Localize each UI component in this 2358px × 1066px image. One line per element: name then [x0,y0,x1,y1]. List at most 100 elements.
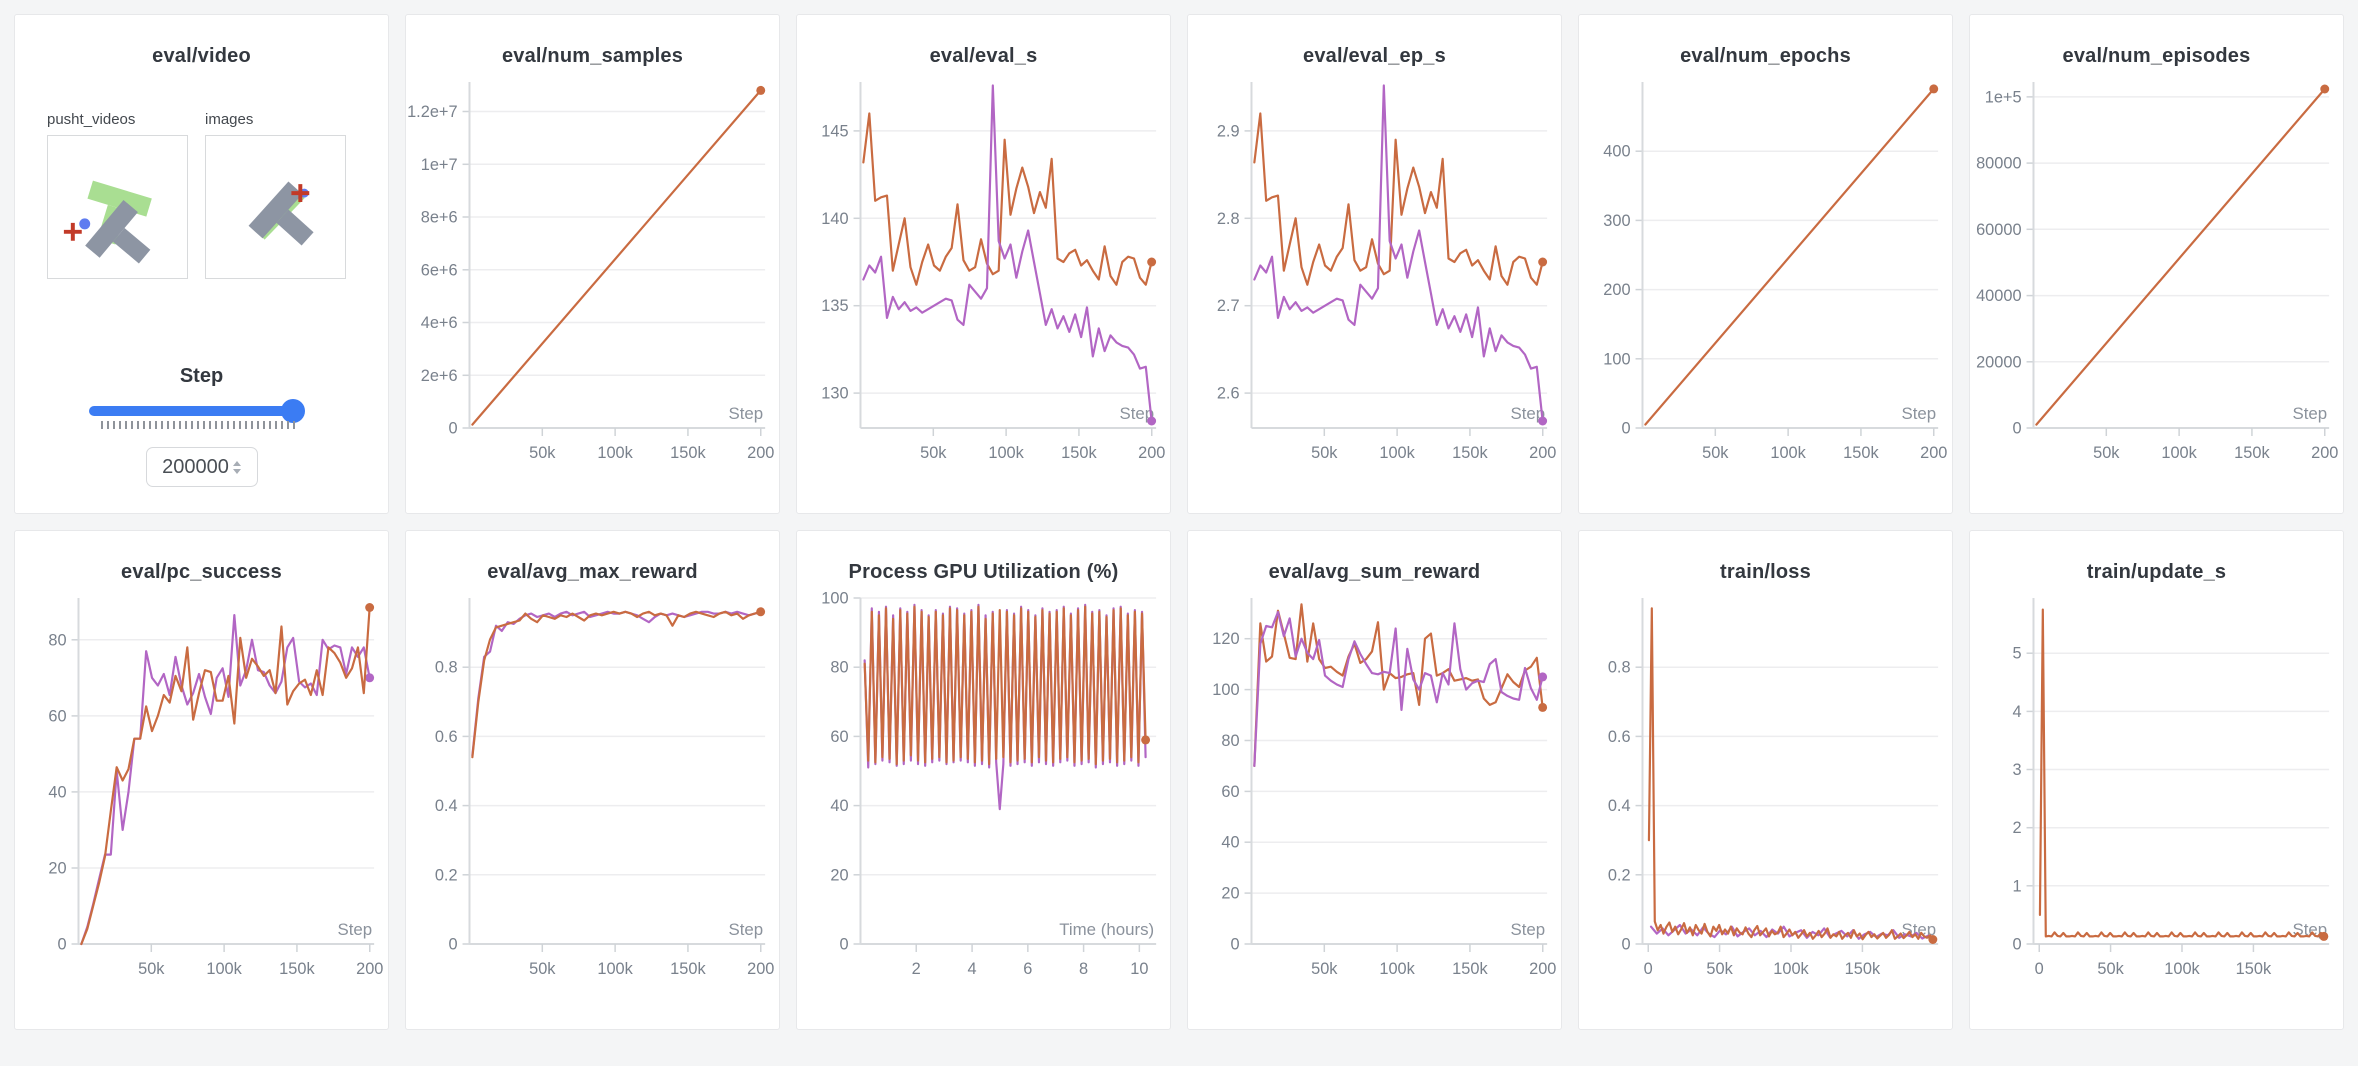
svg-text:20000: 20000 [1976,353,2021,371]
svg-text:0.4: 0.4 [435,797,458,815]
svg-text:2: 2 [2012,819,2021,837]
svg-text:40: 40 [830,797,848,815]
goal-cross-icon [63,222,82,241]
svg-text:Step: Step [337,920,372,939]
svg-text:100: 100 [1603,350,1630,368]
svg-text:100k: 100k [1379,444,1415,462]
step-slider-thumb[interactable] [281,399,305,423]
svg-text:130: 130 [821,385,848,403]
svg-text:150k: 150k [1845,960,1881,978]
stepper-arrows-icon[interactable] [232,460,241,474]
svg-text:10: 10 [1130,960,1148,978]
svg-text:50k: 50k [529,960,556,978]
svg-text:100: 100 [1212,681,1239,699]
svg-text:2.6: 2.6 [1217,385,1240,403]
images-thumbnail[interactable] [205,135,346,279]
chart-eval-avg-sum-reward[interactable]: 0 20 40 60 80 100 120 50k 100k 150k 200 Step [1188,590,1561,998]
svg-text:100k: 100k [2161,444,2197,462]
svg-text:50k: 50k [1311,444,1338,462]
svg-text:Step: Step [728,920,763,939]
chart-eval-num-episodes[interactable]: 0 20000 40000 60000 80000 1e+5 50k 100k 150k 200 S… [1970,74,2343,482]
pusht-image-frame [248,181,314,246]
svg-text:150k: 150k [1452,960,1488,978]
svg-text:1e+7: 1e+7 [421,156,458,174]
svg-text:6: 6 [1023,960,1032,978]
chart-title: train/loss [1720,561,1811,583]
chart-eval-eval-s[interactable]: 130 135 140 145 50k 100k 150k 200 Step [797,74,1170,482]
svg-text:0: 0 [839,935,848,953]
svg-text:2: 2 [912,960,921,978]
svg-text:0: 0 [2035,960,2044,978]
svg-text:50k: 50k [529,444,556,462]
svg-text:150k: 150k [1843,444,1879,462]
svg-text:40: 40 [48,783,66,801]
agent-dot [79,218,91,230]
svg-text:150k: 150k [670,960,706,978]
svg-text:Time (hours): Time (hours) [1059,920,1154,939]
step-slider-ticks [101,421,297,429]
svg-text:0.6: 0.6 [435,728,458,746]
svg-text:50k: 50k [2093,444,2120,462]
svg-text:20: 20 [1221,885,1239,903]
svg-text:80: 80 [830,659,848,677]
svg-text:200: 200 [356,960,383,978]
svg-text:Step: Step [1510,920,1545,939]
pusht-video-thumbnail[interactable] [47,135,188,279]
svg-text:0: 0 [448,419,457,437]
svg-text:150k: 150k [670,444,706,462]
chart-eval-avg-max-reward[interactable]: 0 0.2 0.4 0.6 0.8 50k 100k 150k 200 Step [406,590,779,998]
svg-text:50k: 50k [2097,960,2124,978]
svg-text:400: 400 [1603,143,1630,161]
panel-eval-num-epochs: eval/num_epochs 0 100 200 300 400 50k 100k 150k… [1578,14,1953,514]
svg-text:2e+6: 2e+6 [421,367,458,385]
svg-text:100: 100 [821,590,848,608]
chart-eval-eval-ep-s[interactable]: 2.6 2.7 2.8 2.9 50k 100k 150k 200 Step [1188,74,1561,482]
svg-text:0: 0 [57,935,66,953]
svg-text:40000: 40000 [1976,287,2021,305]
svg-text:200: 200 [2311,444,2338,462]
step-value-input[interactable]: 200000 [145,447,258,487]
svg-text:60: 60 [1221,783,1239,801]
svg-text:4: 4 [968,960,977,978]
svg-text:20: 20 [830,866,848,884]
svg-text:3: 3 [2012,761,2021,779]
svg-text:200: 200 [747,960,774,978]
svg-text:100k: 100k [988,444,1024,462]
chart-eval-pc-success[interactable]: 0 20 40 60 80 50k 100k 150k 200 Step [15,590,388,998]
svg-text:0: 0 [2012,419,2021,437]
svg-text:150k: 150k [279,960,315,978]
chart-eval-num-epochs[interactable]: 0 100 200 300 400 50k 100k 150k 200 Step [1579,74,1952,482]
svg-text:145: 145 [821,122,848,140]
svg-text:40: 40 [1221,834,1239,852]
panel-eval-avg-max-reward: eval/avg_max_reward 0 0.2 0.4 0.6 0.8 50k 100k… [405,530,780,1030]
chart-title: eval/pc_success [121,561,282,583]
media-panel-title: eval/video [152,45,251,67]
svg-text:140: 140 [821,210,848,228]
chart-title: eval/eval_s [929,45,1038,67]
chart-title: Process GPU Utilization (%) [848,561,1119,583]
panel-eval-eval-s: eval/eval_s 130 135 140 145 50k 100k 150k 200 St… [796,14,1171,514]
svg-text:1: 1 [2012,877,2021,895]
panel-eval-eval-ep-s: eval/eval_ep_s 2.6 2.7 2.8 2.9 50k 100k 150k 20… [1187,14,1562,514]
svg-text:135: 135 [821,297,848,315]
svg-text:80: 80 [48,631,66,649]
svg-text:100k: 100k [597,444,633,462]
svg-text:20: 20 [48,859,66,877]
panel-gpu-utilization: Process GPU Utilization (%) 0 20 40 60 80 100… [796,530,1171,1030]
chart-title: eval/num_epochs [1680,45,1851,67]
chart-title: eval/avg_max_reward [487,561,698,583]
step-slider-label: Step [179,365,224,387]
step-slider[interactable] [89,399,305,423]
svg-text:80: 80 [1221,732,1239,750]
chart-gpu-utilization[interactable]: 0 20 40 60 80 100 2 4 6 8 10 Time (hours) [797,590,1170,998]
chart-title: eval/num_episodes [2062,45,2251,67]
svg-text:200: 200 [1138,444,1165,462]
svg-text:0: 0 [2012,935,2021,953]
chart-eval-num-samples[interactable]: 0 2e+6 4e+6 6e+6 8e+6 1e+7 1.2e+7 50k 100k 150k 20… [406,74,779,482]
svg-text:0: 0 [448,935,457,953]
chart-title: train/update_s [2086,561,2227,583]
svg-text:100k: 100k [2164,960,2200,978]
